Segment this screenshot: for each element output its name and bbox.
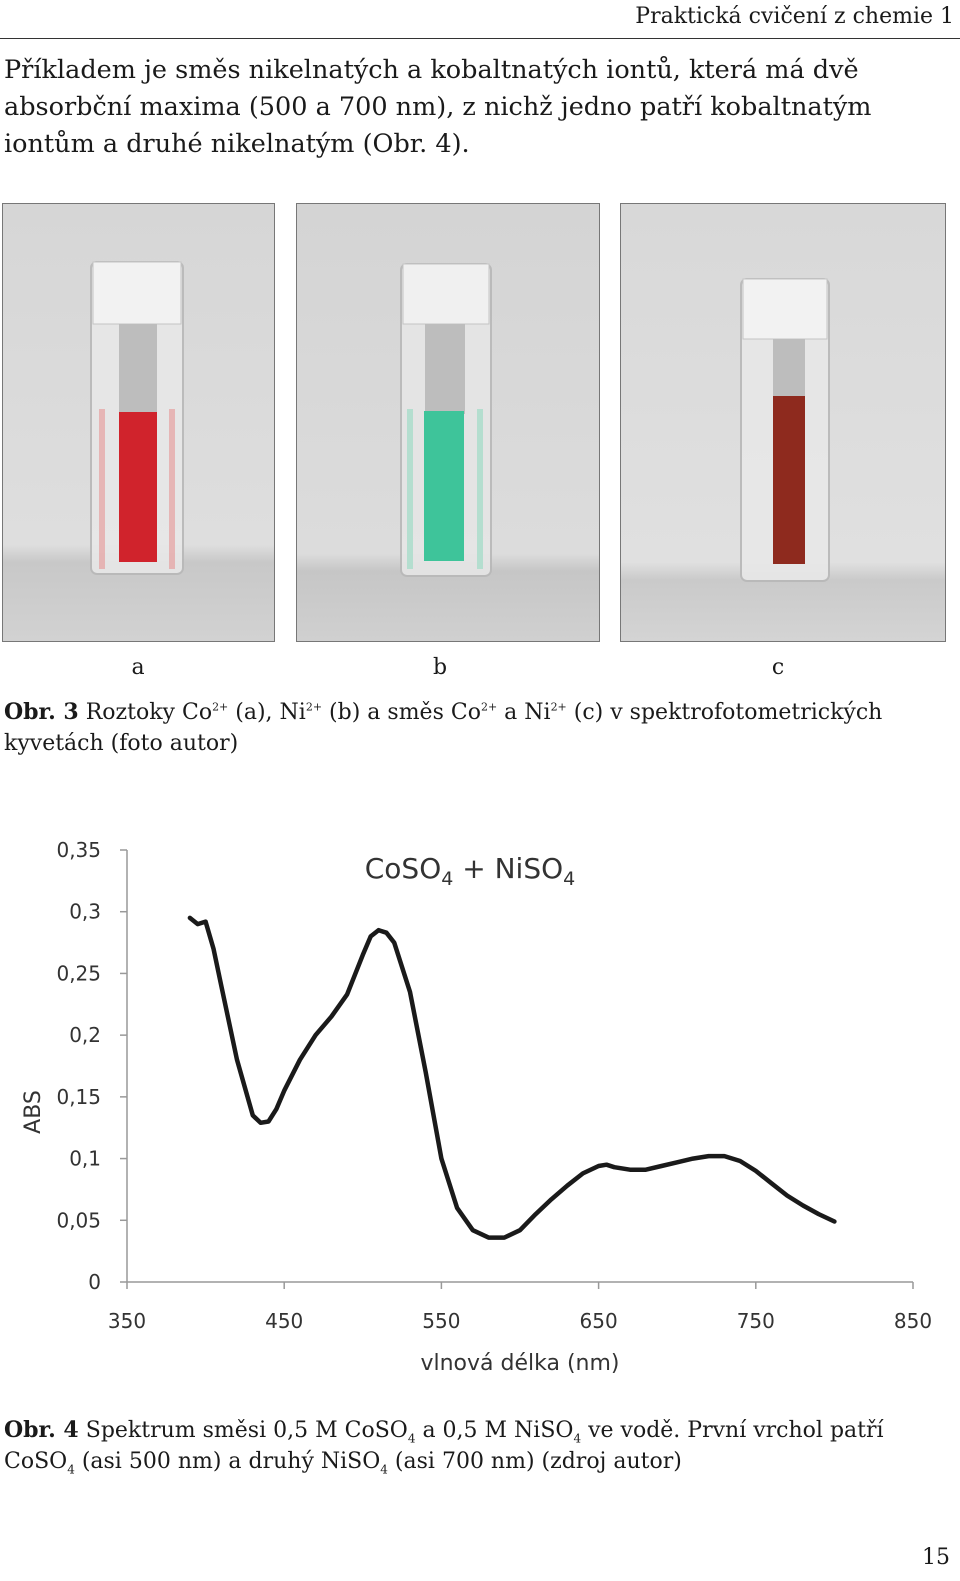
y-tick-label: 0 [88,1270,101,1294]
x-axis: 350 450 550 650 750 850 [108,1281,932,1333]
cuvette-photo-a [2,203,275,642]
y-axis-label: ABS [21,1090,46,1134]
charge-sup: 2+ [305,700,323,714]
caption-4-text: ve vodě. První vrchol patří CoSO [4,1418,884,1474]
x-tick-label: 750 [737,1309,775,1333]
running-header: Praktická cvičení z chemie 1 [635,4,954,29]
y-tick-label: 0,3 [69,900,101,924]
formula-sub: 4 [407,1431,416,1446]
cuvette-photo-b [296,203,600,642]
photo-label-b: b [432,655,448,680]
y-tick-label: 0,15 [56,1085,101,1109]
photo-label-c: c [771,655,785,680]
intro-paragraph: Příkladem je směs nikelnatých a kobaltna… [4,55,872,159]
x-tick-label: 850 [894,1309,932,1333]
photo-label-a: a [131,655,145,680]
caption-4-text: (asi 500 nm) a druhý NiSO [74,1449,381,1474]
formula-sub: 4 [380,1462,388,1477]
cuvette-b-image [297,204,599,641]
liquid-b [424,411,464,561]
caption-4-text: Spektrum směsi 0,5 M CoSO [78,1418,408,1443]
figure-4-ref: Obr. 4 [4,1417,79,1443]
y-tick-label: 0,25 [56,961,101,985]
charge-sup: 2+ [480,700,498,714]
y-tick-label: 0,1 [69,1147,101,1171]
spectrum-line [187,915,837,1240]
charge-sup: 2+ [212,700,229,714]
x-tick-label: 450 [265,1309,303,1333]
page-number: 15 [922,1545,950,1570]
formula-sub: 4 [573,1431,582,1446]
x-tick-label: 650 [580,1309,618,1333]
y-tick-label: 0,35 [56,838,101,862]
absorbance-spectrum-chart: 0 0,05 0,1 0,15 0,2 0,25 0,3 0,35 350 450 550 650 7… [21,838,932,1376]
cuvette-c-image [621,204,945,641]
formula-sub: 4 [67,1462,75,1477]
caption-3-text: (a), Ni [228,700,306,725]
figure-4-caption: Obr. 4 Spektrum směsi 0,5 M CoSO4 a 0,5 … [4,1415,954,1477]
cuvette-a-image [3,204,274,641]
caption-3-text: Roztoky Co [78,700,213,725]
figure-3-caption: Obr. 3 Roztoky Co2+ (a), Ni2+ (b) a směs… [4,697,954,759]
caption-4-text: (asi 700 nm) (zdroj autor) [387,1449,682,1474]
y-tick-label: 0,05 [56,1208,101,1232]
liquid-a [119,412,157,562]
caption-3-text: a Ni [497,700,551,725]
x-tick-label: 350 [108,1309,146,1333]
caption-3-text: (b) a směs Co [322,700,481,725]
caption-4-text: a 0,5 M NiSO [415,1418,574,1443]
y-axis: 0 0,05 0,1 0,15 0,2 0,25 0,3 0,35 [56,838,128,1294]
header-rule [0,38,960,39]
x-tick-label: 550 [422,1309,460,1333]
x-axis-label: vlnová délka (nm) [420,1351,619,1376]
y-tick-label: 0,2 [69,1023,101,1047]
charge-sup: 2+ [550,700,567,714]
cuvette-photo-c [620,203,946,642]
figure-3-ref: Obr. 3 [4,699,79,725]
caption-3-text: (c) v spektrofotometrických kyvetách (fo… [4,700,883,756]
liquid-c [773,396,805,564]
chart-title: CoSO4 + NiSO4 [365,852,576,890]
